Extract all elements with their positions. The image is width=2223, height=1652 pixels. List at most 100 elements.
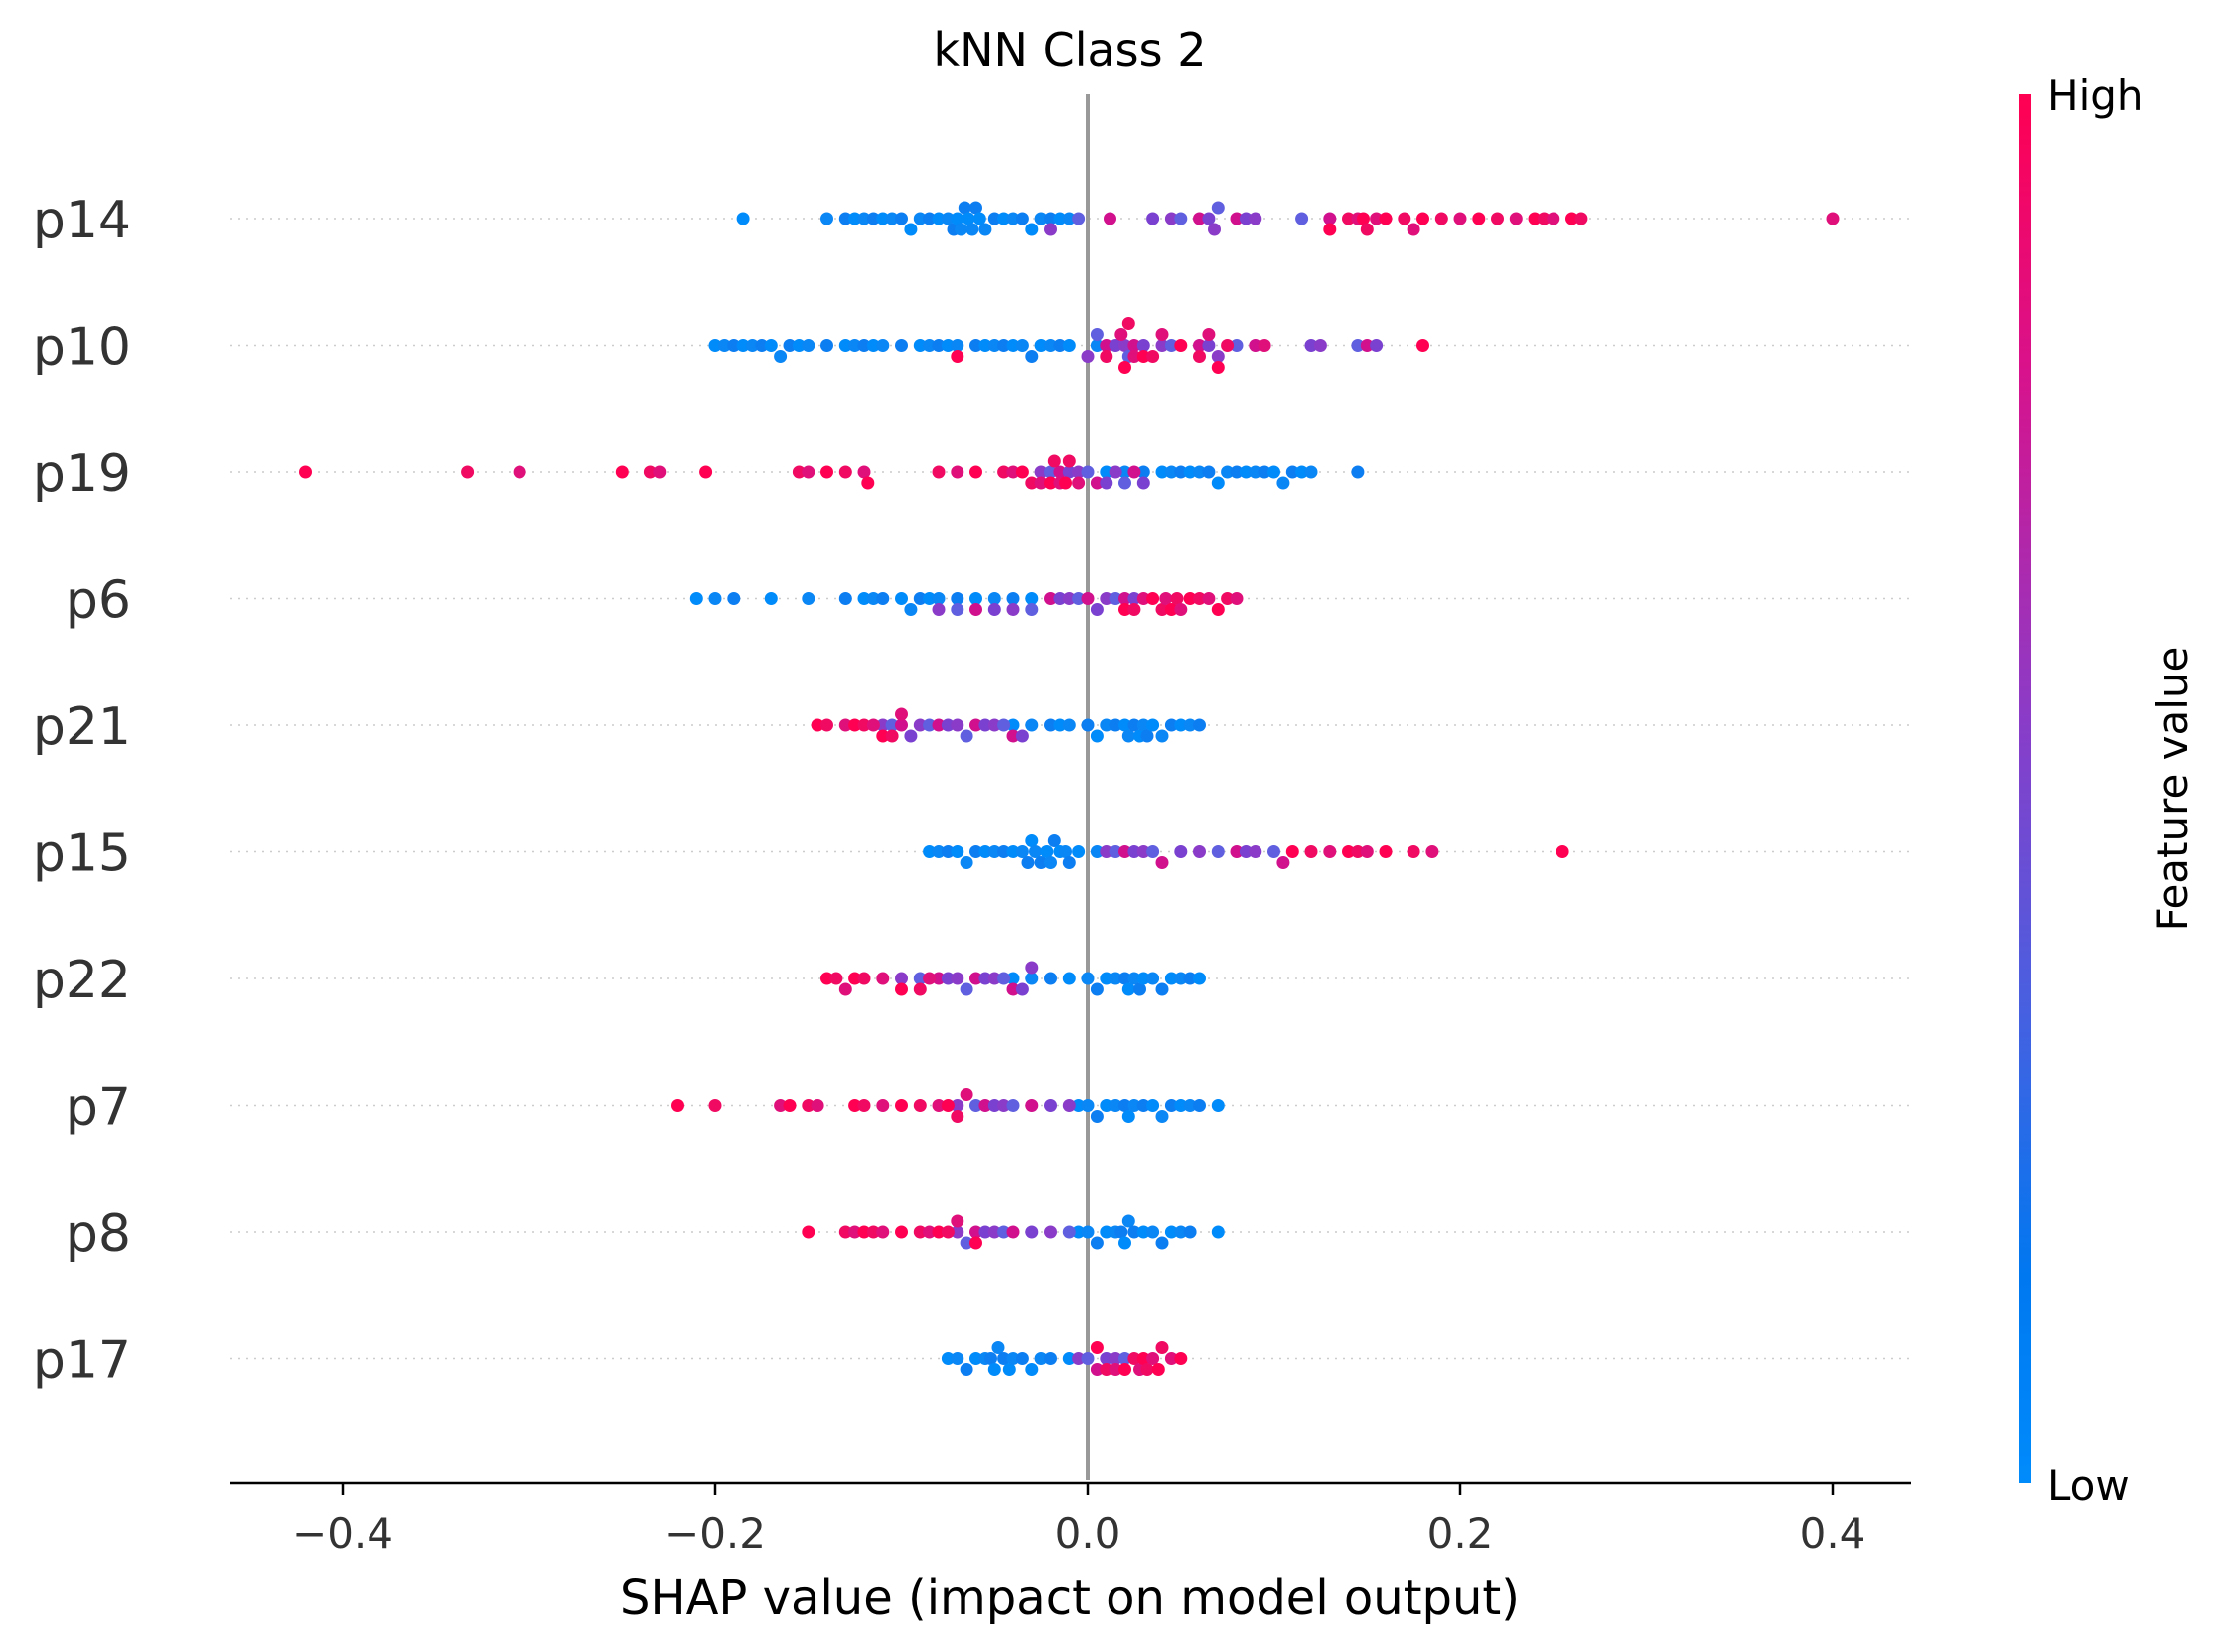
shap-point — [1425, 845, 1439, 858]
shap-point — [1357, 212, 1370, 225]
shap-point — [1155, 328, 1169, 341]
shap-point — [1047, 454, 1061, 468]
shap-point — [848, 339, 862, 352]
shap-point — [1230, 845, 1244, 858]
shap-point — [1304, 845, 1318, 858]
shap-point — [932, 845, 946, 858]
shap-point — [1044, 465, 1057, 479]
shap-point — [1323, 223, 1337, 236]
shap-point — [1434, 212, 1448, 225]
shap-point — [1109, 1099, 1122, 1112]
shap-point — [978, 223, 992, 236]
shap-point — [932, 212, 946, 225]
shap-point — [1006, 592, 1020, 605]
shap-point — [951, 592, 964, 605]
shap-point — [978, 339, 992, 352]
shap-point — [987, 1225, 1001, 1239]
shap-point — [1239, 212, 1253, 225]
shap-point — [1053, 212, 1067, 225]
shap-point — [997, 465, 1011, 479]
shap-point — [1164, 1352, 1178, 1365]
shap-point — [838, 982, 852, 996]
shap-point — [1109, 465, 1122, 479]
shap-point — [932, 592, 946, 605]
shap-point — [1044, 592, 1057, 605]
feature-label: p8 — [66, 1204, 131, 1264]
shap-point — [1062, 1099, 1076, 1112]
shap-point — [1127, 350, 1141, 363]
shap-point — [848, 1099, 862, 1112]
shap-point — [1109, 972, 1122, 985]
shap-point — [951, 465, 964, 479]
shap-point — [941, 1225, 955, 1239]
shap-point — [1230, 592, 1244, 605]
shap-point — [1379, 845, 1393, 858]
shap-point — [1183, 972, 1197, 985]
shap-point — [932, 718, 946, 732]
shap-point — [1062, 454, 1076, 468]
shap-point — [1047, 834, 1061, 847]
shap-point — [1155, 1236, 1169, 1250]
shap-point — [969, 1352, 982, 1365]
shap-point — [1136, 845, 1150, 858]
shap-point — [1025, 972, 1039, 985]
shap-point — [1249, 212, 1262, 225]
shap-point — [699, 465, 713, 479]
shap-point — [960, 982, 973, 996]
shap-point — [802, 592, 815, 605]
shap-point — [941, 339, 955, 352]
shap-point — [1081, 465, 1095, 479]
shap-point — [783, 339, 797, 352]
shap-point — [1193, 465, 1206, 479]
shap-point — [987, 1363, 1001, 1376]
shap-point — [951, 603, 964, 616]
shap-point — [1072, 592, 1086, 605]
shap-point — [746, 339, 759, 352]
shap-point — [997, 212, 1011, 225]
shap-points — [299, 201, 1840, 1376]
shap-point — [1127, 718, 1141, 732]
shap-point — [1159, 592, 1173, 605]
shap-point — [1100, 1099, 1113, 1112]
shap-point — [1136, 1099, 1150, 1112]
feature-labels: p14 p10 p19 p6 p21 p15 p22 p7 p8 p17 — [33, 191, 131, 1391]
shap-point — [951, 1099, 964, 1112]
shap-point — [978, 718, 992, 732]
shap-point — [1211, 603, 1225, 616]
shap-point — [1295, 465, 1309, 479]
shap-point — [857, 1225, 871, 1239]
shap-point — [951, 845, 964, 858]
shap-point — [1528, 212, 1542, 225]
shap-point — [1109, 1363, 1122, 1376]
shap-point — [987, 592, 1001, 605]
shap-point — [1006, 982, 1020, 996]
shap-point — [1342, 212, 1355, 225]
shap-point — [1472, 212, 1486, 225]
shap-point — [1025, 718, 1039, 732]
shap-point — [857, 718, 871, 732]
shap-point — [1090, 603, 1104, 616]
shap-point — [1267, 465, 1280, 479]
shap-point — [1398, 212, 1411, 225]
shap-point — [1407, 845, 1420, 858]
shap-point — [1164, 603, 1178, 616]
shap-point — [960, 856, 973, 869]
feature-label: p10 — [33, 318, 131, 377]
shap-point — [653, 465, 667, 479]
shap-point — [969, 718, 982, 732]
shap-point — [1174, 1099, 1188, 1112]
shap-point — [1202, 465, 1216, 479]
shap-point — [1183, 465, 1197, 479]
shap-point — [951, 1352, 964, 1365]
shap-point — [1006, 718, 1020, 732]
shap-point — [1109, 718, 1122, 732]
shap-point — [1574, 212, 1588, 225]
shap-point — [1081, 972, 1095, 985]
shap-point — [904, 603, 918, 616]
shap-point — [848, 972, 862, 985]
shap-point — [1127, 465, 1141, 479]
x-axis-label: SHAP value (impact on model output) — [620, 1571, 1520, 1626]
shap-point — [1081, 1352, 1095, 1365]
shap-point — [1295, 212, 1309, 225]
shap-point — [774, 350, 788, 363]
